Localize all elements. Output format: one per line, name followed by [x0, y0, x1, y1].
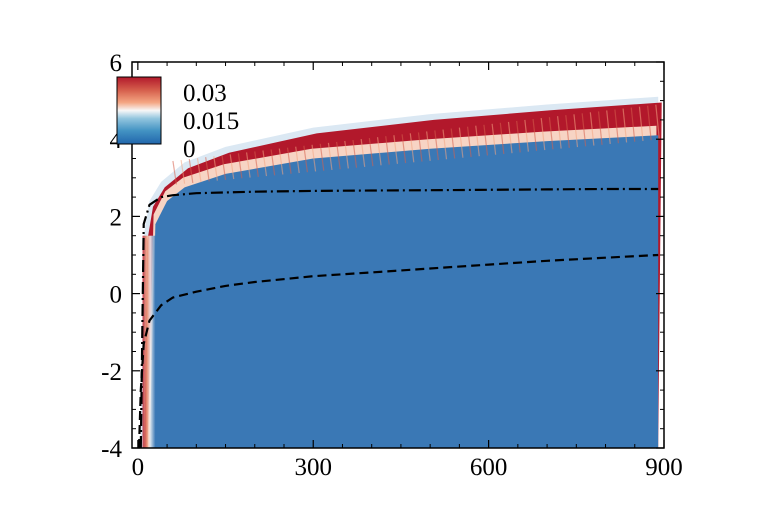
band-streak: [450, 128, 456, 159]
band-streak: [532, 118, 538, 151]
band-streak: [655, 104, 660, 140]
colorbar-legend: 0.03 0.015 0: [116, 76, 239, 163]
band-streak: [597, 111, 603, 145]
band-streak: [270, 149, 276, 176]
band-streak: [344, 140, 349, 169]
x-tick-label: 300: [294, 454, 332, 481]
band-streak: [262, 150, 268, 177]
contour-field: [140, 96, 662, 448]
band-streak: [409, 133, 415, 163]
y-tick-label: -4: [101, 436, 122, 463]
band-streak: [491, 123, 497, 155]
band-streak: [475, 125, 480, 157]
band-streak: [278, 148, 284, 175]
band-streak: [483, 124, 489, 156]
band-streak: [622, 108, 628, 143]
band-streak: [295, 146, 300, 174]
band-streak: [516, 120, 521, 153]
band-streak: [172, 160, 178, 185]
band-streak: [188, 159, 194, 183]
blue-interior: [149, 135, 659, 448]
band-streak: [557, 116, 562, 149]
band-streak: [458, 127, 464, 158]
y-tick-label: -2: [101, 359, 122, 386]
band-streak: [524, 119, 529, 152]
band-streak: [237, 153, 243, 179]
dashed-line: [137, 253, 659, 448]
x-tick-label: 900: [645, 454, 683, 481]
band-streak: [417, 132, 423, 162]
band-streak: [647, 105, 652, 141]
band-streak: [573, 114, 579, 148]
band-streak: [401, 134, 407, 164]
band-streak: [630, 107, 636, 142]
band-streak: [360, 138, 366, 167]
band-streak: [614, 109, 619, 144]
band-streak: [393, 135, 399, 164]
x-axis: 0 300 600 900: [132, 62, 683, 481]
x-tick-label: 0: [132, 454, 145, 481]
band-streak: [434, 130, 439, 161]
band-streak: [589, 112, 595, 146]
band-streak: [638, 106, 644, 142]
y-tick-label: 6: [110, 50, 123, 77]
band-streak: [327, 142, 333, 171]
band-streak: [254, 151, 259, 177]
band-streak: [376, 137, 382, 166]
band-streak: [385, 136, 390, 165]
band-streak: [213, 156, 218, 181]
colorbar: [116, 76, 162, 145]
band-streak: [205, 157, 210, 182]
band-streak: [352, 139, 358, 168]
band-streak: [426, 131, 431, 161]
band-streak: [221, 155, 227, 180]
y-tick-label: 2: [110, 204, 123, 231]
band-streak: [565, 115, 570, 148]
band-streak: [499, 122, 505, 154]
band-streak: [368, 138, 374, 167]
band-streak: [180, 159, 186, 184]
band-streak: [466, 126, 472, 158]
band-streak: [581, 113, 587, 147]
band-streak: [229, 154, 235, 180]
band-streak: [286, 147, 292, 174]
colorbar-label-max: 0.03: [183, 80, 227, 107]
colorbar-label-min: 0: [183, 136, 196, 163]
band-streak: [540, 118, 546, 151]
band-streak: [319, 143, 325, 171]
band-streak: [507, 121, 513, 154]
band-streak: [311, 144, 317, 172]
band-streak: [606, 110, 611, 145]
x-tick-label: 600: [470, 454, 508, 481]
band-streak: [303, 145, 308, 173]
y-tick-label: 0: [110, 282, 123, 309]
colorbar-label-mid: 0.015: [183, 108, 239, 135]
band-streak: [245, 152, 251, 178]
band-streak: [196, 158, 202, 183]
curves: [137, 187, 659, 448]
band-streak: [442, 129, 448, 160]
band-streak: [548, 117, 554, 150]
wall-strip: [142, 235, 156, 448]
band-streak: [336, 141, 341, 170]
dash-dot-line: [139, 187, 659, 448]
